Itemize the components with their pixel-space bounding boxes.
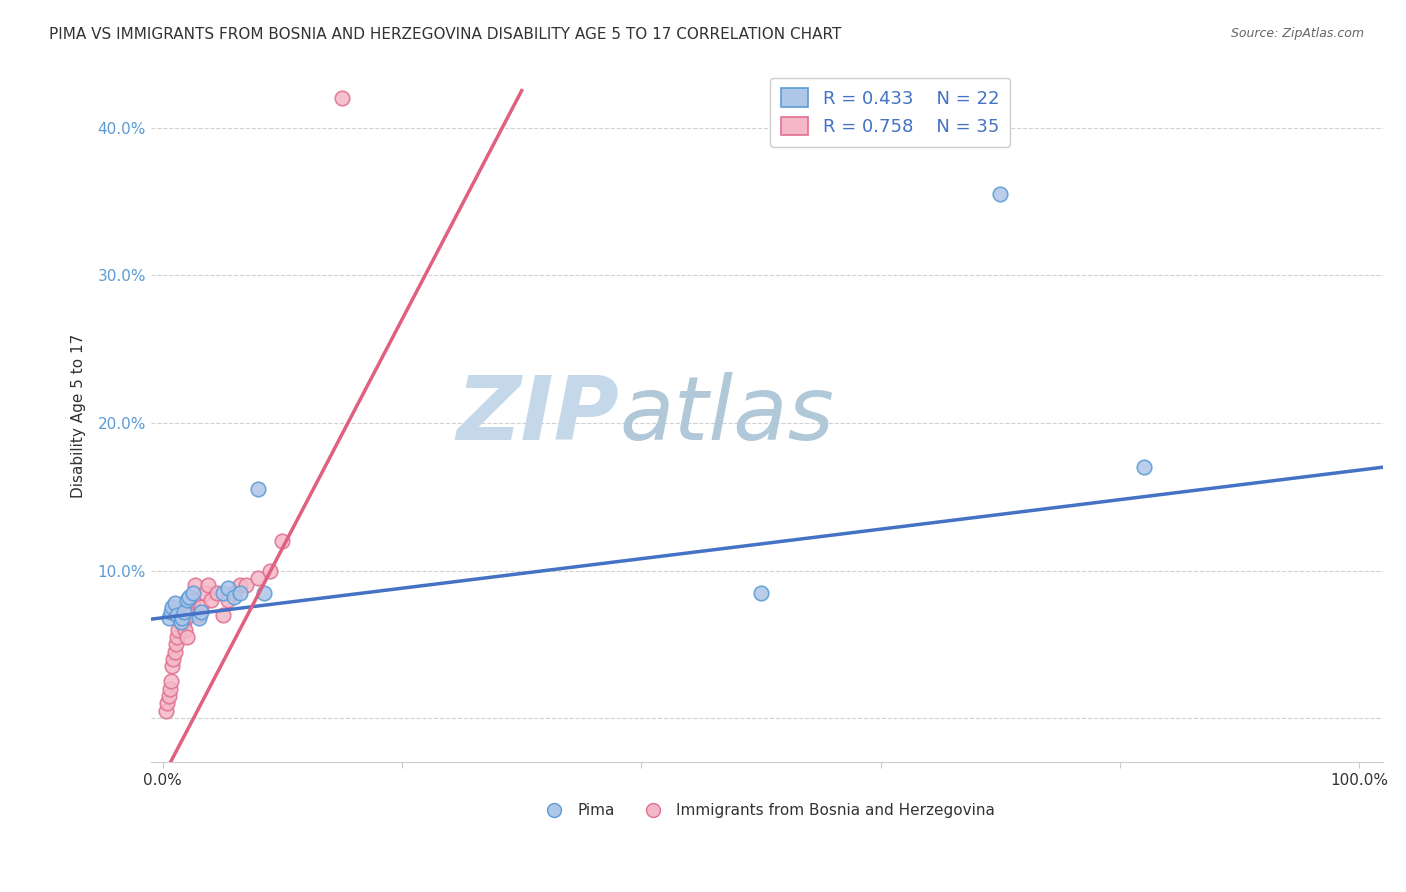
Point — [159, 681, 181, 696]
Point — [166, 607, 188, 622]
Point — [218, 581, 240, 595]
Point — [253, 585, 276, 599]
Point — [169, 615, 191, 630]
Point — [247, 571, 270, 585]
Point — [193, 585, 215, 599]
Text: ZIP: ZIP — [457, 372, 619, 459]
Point — [197, 578, 219, 592]
Point — [224, 585, 246, 599]
Point — [187, 607, 209, 622]
Point — [205, 585, 228, 599]
Point — [184, 578, 207, 592]
Point — [174, 623, 197, 637]
Point — [330, 91, 353, 105]
Point — [157, 689, 180, 703]
Point — [170, 607, 193, 622]
Point — [177, 607, 200, 622]
Point — [169, 615, 191, 630]
Point — [162, 600, 184, 615]
Point — [173, 615, 195, 630]
Point — [187, 611, 209, 625]
Text: Source: ZipAtlas.com: Source: ZipAtlas.com — [1230, 27, 1364, 40]
Point — [173, 605, 195, 619]
Point — [157, 611, 180, 625]
Point — [160, 674, 183, 689]
Point — [167, 623, 190, 637]
Point — [235, 578, 257, 592]
Point — [160, 605, 183, 619]
Point — [259, 564, 281, 578]
Point — [163, 596, 186, 610]
Point — [190, 600, 212, 615]
Point — [749, 585, 772, 599]
Point — [181, 593, 204, 607]
Point — [172, 600, 194, 615]
Point — [176, 630, 198, 644]
Point — [181, 585, 204, 599]
Point — [229, 585, 252, 599]
Point — [165, 637, 187, 651]
Point — [200, 593, 222, 607]
Point — [170, 611, 193, 625]
Point — [155, 704, 177, 718]
Point — [211, 607, 233, 622]
Point — [177, 590, 200, 604]
Text: PIMA VS IMMIGRANTS FROM BOSNIA AND HERZEGOVINA DISABILITY AGE 5 TO 17 CORRELATIO: PIMA VS IMMIGRANTS FROM BOSNIA AND HERZE… — [49, 27, 842, 42]
Point — [271, 533, 294, 548]
Point — [163, 645, 186, 659]
Point — [162, 659, 184, 673]
Point — [190, 605, 212, 619]
Point — [1133, 460, 1156, 475]
Y-axis label: Disability Age 5 to 17: Disability Age 5 to 17 — [72, 334, 86, 498]
Point — [224, 590, 246, 604]
Point — [166, 630, 188, 644]
Point — [176, 593, 198, 607]
Point — [211, 585, 233, 599]
Point — [218, 593, 240, 607]
Text: atlas: atlas — [619, 373, 834, 458]
Point — [156, 697, 179, 711]
Point — [229, 578, 252, 592]
Point — [162, 652, 184, 666]
Legend: Pima, Immigrants from Bosnia and Herzegovina: Pima, Immigrants from Bosnia and Herzego… — [533, 797, 1001, 824]
Point — [247, 483, 270, 497]
Point — [988, 187, 1011, 202]
